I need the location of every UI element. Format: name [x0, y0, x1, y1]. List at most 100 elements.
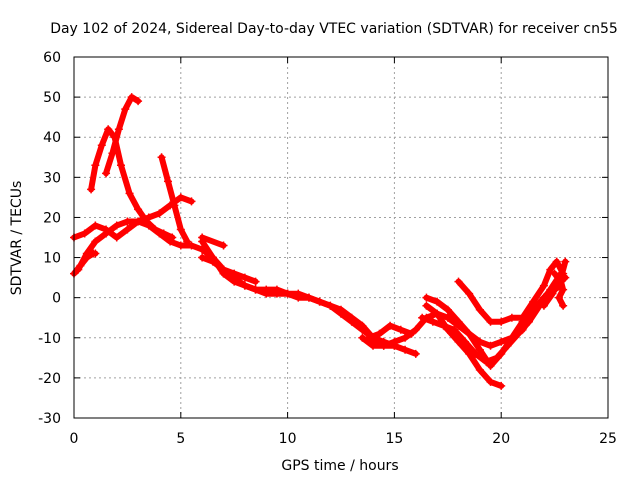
data-point-marker	[539, 301, 548, 310]
y-tick-label: 60	[43, 50, 61, 66]
data-point-marker	[80, 229, 89, 238]
series-arc-10	[198, 253, 260, 286]
data-point-marker	[337, 309, 345, 318]
series-trace	[540, 258, 569, 309]
data-point-marker	[433, 297, 442, 306]
y-tick-label: -20	[38, 371, 61, 387]
data-point-marker	[411, 349, 420, 358]
data-point-marker	[396, 325, 405, 334]
data-point-marker	[439, 321, 448, 330]
data-point-marker	[475, 365, 484, 374]
y-tick-label: 10	[43, 251, 61, 267]
y-tick-label: 30	[43, 170, 61, 186]
data-point-marker	[552, 257, 561, 266]
data-point-marker	[251, 285, 260, 294]
data-point-marker	[486, 377, 495, 386]
data-point-marker	[123, 225, 132, 234]
data-point-marker	[134, 205, 143, 214]
data-point-marker	[465, 329, 474, 338]
data-point-marker	[454, 277, 463, 286]
data-point-marker	[369, 337, 378, 346]
data-point-marker	[283, 289, 292, 298]
data-point-marker	[454, 317, 463, 326]
data-point-marker	[539, 281, 548, 290]
data-point-marker	[559, 285, 568, 294]
data-point-marker	[91, 237, 100, 246]
data-point-marker	[144, 221, 153, 230]
data-point-marker	[561, 257, 570, 266]
data-point-marker	[155, 229, 164, 238]
data-point-marker	[112, 233, 121, 242]
y-tick-label: -10	[38, 331, 61, 347]
data-point-marker	[428, 317, 437, 326]
data-point-marker	[401, 333, 410, 342]
series-trace	[423, 302, 505, 389]
data-point-marker	[198, 245, 207, 254]
data-point-marker	[497, 381, 506, 390]
series-layer	[70, 93, 570, 390]
data-point-marker	[108, 149, 117, 158]
data-point-marker	[125, 189, 134, 198]
data-point-marker	[557, 277, 566, 286]
data-point-marker	[91, 249, 100, 258]
data-point-marker	[315, 297, 324, 306]
data-point-marker	[518, 313, 527, 322]
data-point-marker	[401, 345, 410, 354]
data-point-marker	[219, 241, 228, 250]
data-point-marker	[102, 169, 111, 178]
x-tick-label: 20	[492, 431, 510, 447]
data-point-marker	[91, 161, 100, 170]
data-point-marker	[187, 197, 196, 206]
series-arc-16	[418, 269, 566, 366]
data-point-marker	[524, 317, 533, 326]
data-point-marker	[443, 305, 452, 314]
series-arc-20	[550, 269, 568, 310]
data-point-marker	[548, 289, 557, 298]
data-point-marker	[379, 341, 388, 350]
chart-title: Day 102 of 2024, Sidereal Day-to-day VTE…	[50, 21, 618, 37]
data-point-marker	[176, 241, 185, 250]
data-point-marker	[272, 289, 281, 298]
y-tick-label: -30	[38, 411, 61, 427]
data-point-marker	[91, 221, 100, 230]
data-point-marker	[163, 177, 172, 186]
series-arc-7	[198, 233, 228, 250]
data-point-marker	[104, 125, 113, 134]
data-point-marker	[294, 289, 303, 298]
data-point-marker	[198, 237, 207, 246]
data-point-marker	[529, 297, 538, 306]
data-point-marker	[170, 201, 179, 210]
data-point-marker	[155, 209, 164, 218]
data-point-marker	[116, 161, 125, 170]
data-point-marker	[546, 265, 555, 274]
data-point-marker	[134, 97, 143, 106]
data-point-marker	[465, 289, 474, 298]
x-tick-label: 25	[599, 431, 617, 447]
data-point-marker	[471, 349, 480, 358]
x-axis-ticks: 0 5 10 15 20 25	[70, 57, 617, 447]
data-point-marker	[134, 217, 143, 226]
data-point-marker	[166, 237, 175, 246]
data-point-marker	[102, 229, 111, 238]
data-point-marker	[559, 301, 568, 310]
x-tick-label: 15	[385, 431, 403, 447]
data-point-marker	[386, 321, 395, 330]
data-point-marker	[240, 273, 249, 282]
data-point-marker	[304, 293, 313, 302]
x-tick-label: 5	[176, 431, 185, 447]
data-point-marker	[251, 277, 260, 286]
data-point-marker	[422, 293, 431, 302]
series-arc-4	[102, 93, 143, 178]
x-axis-title: GPS time / hours	[281, 458, 398, 474]
data-point-marker	[358, 325, 367, 334]
data-point-marker	[127, 93, 136, 102]
data-point-marker	[507, 313, 516, 322]
data-point-marker	[219, 265, 228, 274]
data-point-marker	[390, 337, 399, 346]
data-point-marker	[187, 241, 196, 250]
series-trace	[199, 234, 227, 249]
y-tick-label: 50	[43, 90, 61, 106]
data-point-marker	[112, 221, 121, 230]
y-tick-label: 40	[43, 130, 61, 146]
